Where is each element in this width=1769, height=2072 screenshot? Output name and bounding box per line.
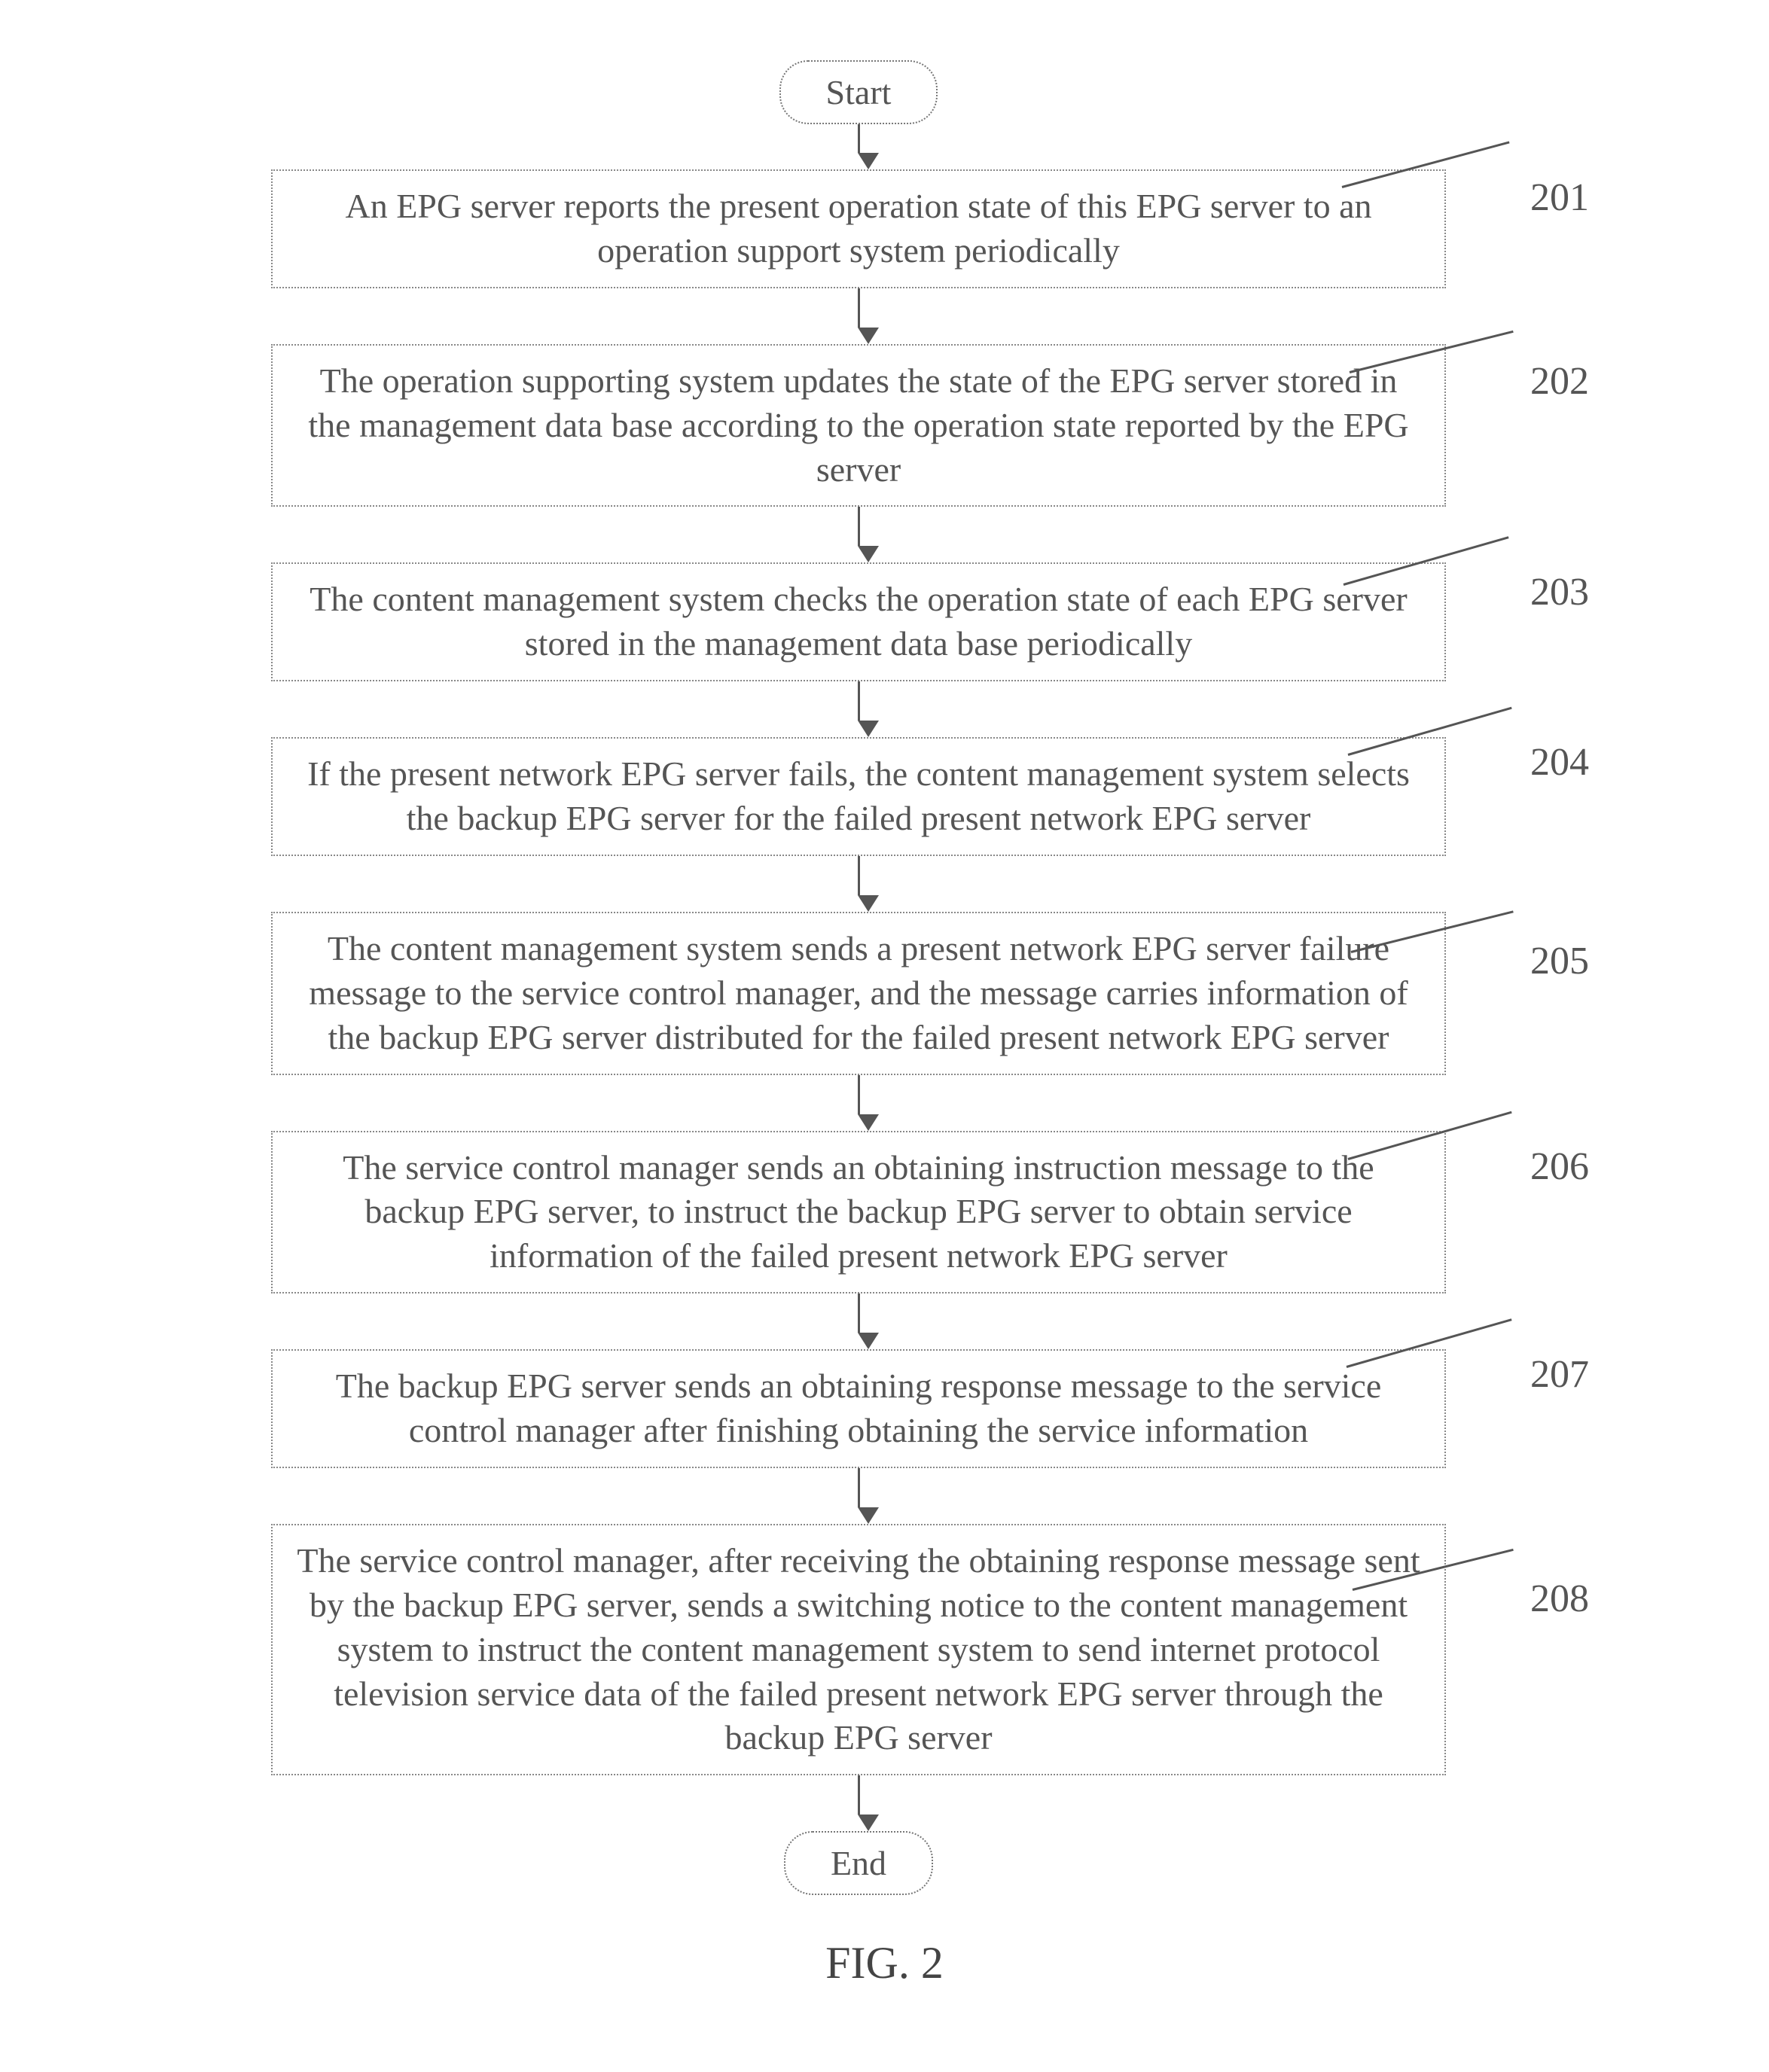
arrow-head-icon [858, 1815, 879, 1831]
arrow-head-icon [858, 721, 879, 737]
step-box: The operation supporting system updates … [271, 344, 1446, 507]
end-terminal: End [784, 1831, 933, 1895]
start-terminal-wrap: Start [196, 60, 1521, 124]
step-box: If the present network EPG server fails,… [271, 737, 1446, 856]
arrow-start [858, 124, 859, 169]
arrow-after-201 [858, 288, 859, 344]
step-number: 208 [1530, 1577, 1589, 1621]
step-box: The content management system sends a pr… [271, 912, 1446, 1075]
step-box: The service control manager sends an obt… [271, 1131, 1446, 1294]
arrow-head-icon [858, 1114, 879, 1131]
arrow-after-208 [858, 1775, 859, 1831]
step-number: 202 [1530, 359, 1589, 404]
arrow-after-206 [858, 1293, 859, 1349]
arrow-after-203 [858, 681, 859, 737]
arrow-head-icon [858, 546, 879, 562]
step-box: The backup EPG server sends an obtaining… [271, 1349, 1446, 1468]
arrow-after-204 [858, 856, 859, 912]
step-number: 204 [1530, 740, 1589, 785]
steps-container: An EPG server reports the present operat… [196, 169, 1521, 1831]
step-box: An EPG server reports the present operat… [271, 169, 1446, 288]
end-terminal-wrap: End [196, 1831, 1521, 1895]
step-row-207: The backup EPG server sends an obtaining… [196, 1349, 1521, 1468]
step-number: 201 [1530, 175, 1589, 220]
step-number: 207 [1530, 1352, 1589, 1397]
start-terminal: Start [779, 60, 938, 124]
step-row-205: The content management system sends a pr… [196, 912, 1521, 1075]
step-row-202: The operation supporting system updates … [196, 344, 1521, 507]
step-number: 206 [1530, 1144, 1589, 1189]
arrow-after-205 [858, 1075, 859, 1131]
step-row-204: If the present network EPG server fails,… [196, 737, 1521, 856]
step-box: The service control manager, after recei… [271, 1524, 1446, 1775]
arrow-after-207 [858, 1468, 859, 1524]
arrow-head-icon [858, 153, 879, 169]
flowchart-container: Start An EPG server reports the present … [196, 60, 1521, 1895]
step-box: The content management system checks the… [271, 562, 1446, 681]
step-number: 203 [1530, 570, 1589, 614]
arrow-head-icon [858, 1507, 879, 1524]
arrow-head-icon [858, 895, 879, 912]
step-row-203: The content management system checks the… [196, 562, 1521, 681]
step-number: 205 [1530, 939, 1589, 983]
step-row-208: The service control manager, after recei… [196, 1524, 1521, 1775]
arrow-after-202 [858, 507, 859, 562]
step-row-206: The service control manager sends an obt… [196, 1131, 1521, 1294]
arrow-head-icon [858, 1333, 879, 1349]
figure-caption: FIG. 2 [825, 1937, 944, 1989]
arrow-head-icon [858, 328, 879, 344]
step-row-201: An EPG server reports the present operat… [196, 169, 1521, 288]
